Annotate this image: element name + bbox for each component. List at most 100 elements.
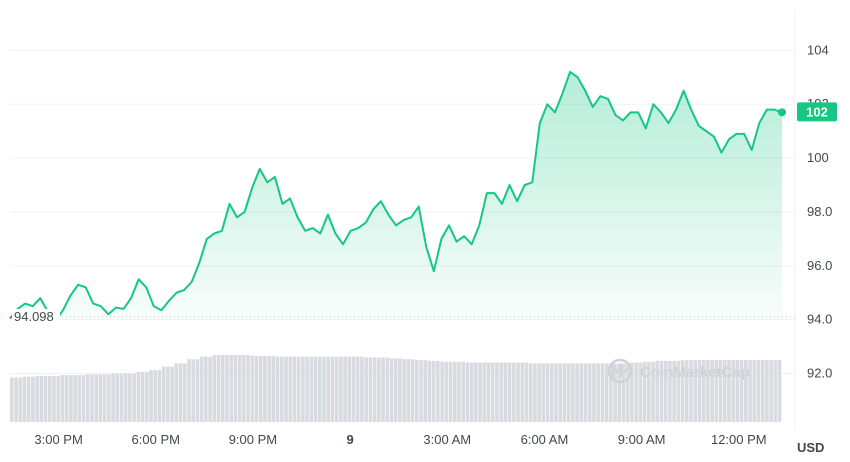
x-tick-label: 3:00 PM xyxy=(34,432,82,447)
y-tick-label: 104 xyxy=(807,42,829,57)
baseline-label: 94.098 xyxy=(12,309,60,325)
volume-bar xyxy=(604,363,609,422)
volume-bar xyxy=(263,355,267,422)
volume-bar xyxy=(10,377,14,422)
volume-bar xyxy=(427,360,432,422)
volume-bar xyxy=(457,361,461,422)
volume-bar xyxy=(77,375,82,422)
current-price-dot xyxy=(778,108,786,117)
volume-bar xyxy=(516,362,520,422)
volume-bar xyxy=(765,360,769,422)
volume-bar xyxy=(326,356,331,423)
y-tick-label: 96.0 xyxy=(807,258,832,273)
x-tick-label: 9:00 AM xyxy=(618,432,666,447)
watermark: CoinMarketCap xyxy=(607,358,750,384)
volume-bar xyxy=(773,360,778,422)
volume-bar xyxy=(668,360,672,422)
current-price-marker[interactable]: 102 xyxy=(778,102,837,122)
volume-bar xyxy=(60,375,65,422)
volume-bar xyxy=(697,360,702,422)
volume-bar xyxy=(237,355,242,422)
volume-bar xyxy=(617,363,622,422)
volume-bar xyxy=(689,360,693,422)
volume-bar xyxy=(144,371,149,422)
volume-bar xyxy=(680,360,685,422)
area-above-baseline xyxy=(10,71,782,318)
x-axis: 3:00 PM 6:00 PM 9:00 PM 9 3:00 AM 6:00 AM 9:00… xyxy=(34,432,766,447)
volume-bar xyxy=(478,362,482,422)
volume-bar xyxy=(659,360,664,422)
volume-bar xyxy=(166,366,170,422)
volume-bar xyxy=(195,359,200,422)
volume-bar xyxy=(18,377,23,422)
volume-bar xyxy=(528,363,533,422)
volume-bar xyxy=(583,363,588,422)
volume-bar xyxy=(14,377,18,422)
volume-bar xyxy=(43,375,48,422)
volume-bar xyxy=(355,356,360,423)
volume-bar xyxy=(507,362,512,422)
volume-bar xyxy=(85,374,90,422)
volume-bar xyxy=(313,356,318,423)
volume-bar xyxy=(549,363,554,422)
volume-bar xyxy=(499,362,503,422)
volume-bar xyxy=(744,360,748,422)
volume-bar xyxy=(452,361,457,422)
volume-bar xyxy=(229,355,233,422)
volume-bar xyxy=(465,362,470,422)
volume-bar xyxy=(777,360,782,422)
volume-bar xyxy=(322,356,326,423)
volume-bar xyxy=(52,375,56,422)
volume-bar xyxy=(279,356,284,423)
volume-bar xyxy=(406,359,411,422)
volume-bar xyxy=(630,362,634,422)
volume-bar xyxy=(431,360,436,422)
volume-bar xyxy=(182,363,187,422)
volume-bar xyxy=(81,375,86,422)
volume-bar xyxy=(305,356,309,423)
x-tick-label: 6:00 AM xyxy=(521,432,569,447)
volume-bar xyxy=(503,362,508,422)
volume-bar xyxy=(495,362,499,422)
volume-bar xyxy=(98,374,103,422)
volume-bar xyxy=(402,359,406,422)
volume-bar xyxy=(178,363,183,422)
volume-bar xyxy=(731,360,735,422)
volume-bar xyxy=(592,363,596,422)
volume-bar xyxy=(722,360,727,422)
volume-bar xyxy=(47,375,52,422)
volume-bar xyxy=(410,359,415,422)
volume-bar xyxy=(769,360,773,422)
volume-bar xyxy=(554,363,558,422)
volume-bar xyxy=(360,356,364,423)
volume-bar xyxy=(258,355,263,422)
volume-bar xyxy=(246,355,250,422)
current-price-label: 102 xyxy=(806,104,828,119)
y-tick-label: 94.0 xyxy=(807,312,832,327)
volume-bar xyxy=(301,356,305,423)
volume-bar xyxy=(233,355,238,422)
volume-bar xyxy=(292,356,297,423)
volume-bar xyxy=(372,357,377,422)
volume-bar xyxy=(343,356,347,423)
volume-bar xyxy=(414,360,419,422)
price-line-above xyxy=(9,70,783,318)
current-price-badge xyxy=(797,102,837,122)
volume-bar xyxy=(587,363,592,422)
volume-bar xyxy=(35,375,39,422)
volume-bar xyxy=(199,356,204,423)
volume-bar xyxy=(625,363,630,422)
volume-bar xyxy=(69,375,73,422)
volume-bar xyxy=(461,361,466,422)
volume-bar xyxy=(385,357,390,422)
price-lines xyxy=(9,70,783,323)
volume-bar xyxy=(132,373,136,422)
volume-bar xyxy=(575,363,579,422)
volume-bar xyxy=(566,363,571,422)
volume-bar xyxy=(533,363,537,422)
volume-bar xyxy=(613,363,617,422)
volume-bar xyxy=(212,355,217,422)
volume-bar xyxy=(309,356,314,423)
